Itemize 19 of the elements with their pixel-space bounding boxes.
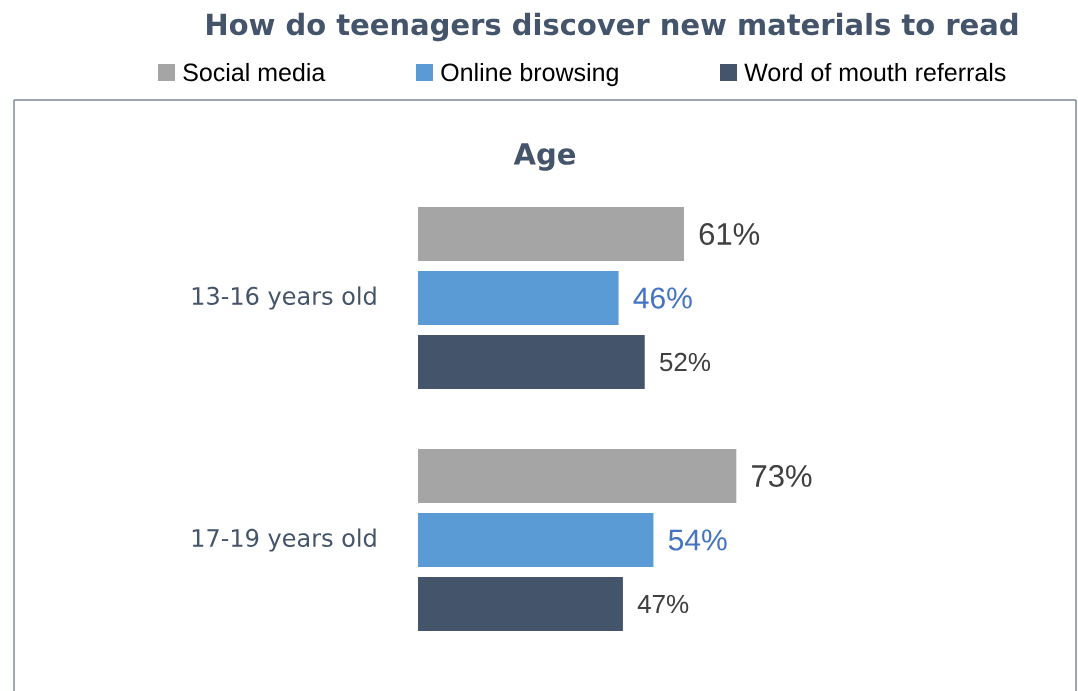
legend-label: Word of mouth referrals — [744, 62, 1006, 82]
bar — [418, 513, 654, 568]
bar — [418, 207, 684, 262]
bar — [418, 449, 737, 504]
data-label: 54% — [668, 529, 727, 551]
y-tick-label: 17-19 years old — [192, 528, 376, 552]
data-label: 61% — [699, 223, 760, 245]
data-label: 73% — [752, 465, 812, 487]
bar — [418, 271, 619, 326]
bar — [418, 335, 645, 390]
y-tick-label: 13-16 years old — [192, 286, 376, 310]
legend-label: Online browsing — [441, 62, 618, 87]
bar — [418, 577, 623, 632]
chart-subtitle: Age — [513, 143, 576, 171]
data-label: 46% — [633, 287, 692, 309]
legend-label: Social media — [183, 62, 326, 82]
data-label: 47% — [637, 594, 689, 614]
chart-title: How do teenagers discover new materials to read — [207, 12, 1018, 42]
data-label: 52% — [659, 352, 711, 372]
